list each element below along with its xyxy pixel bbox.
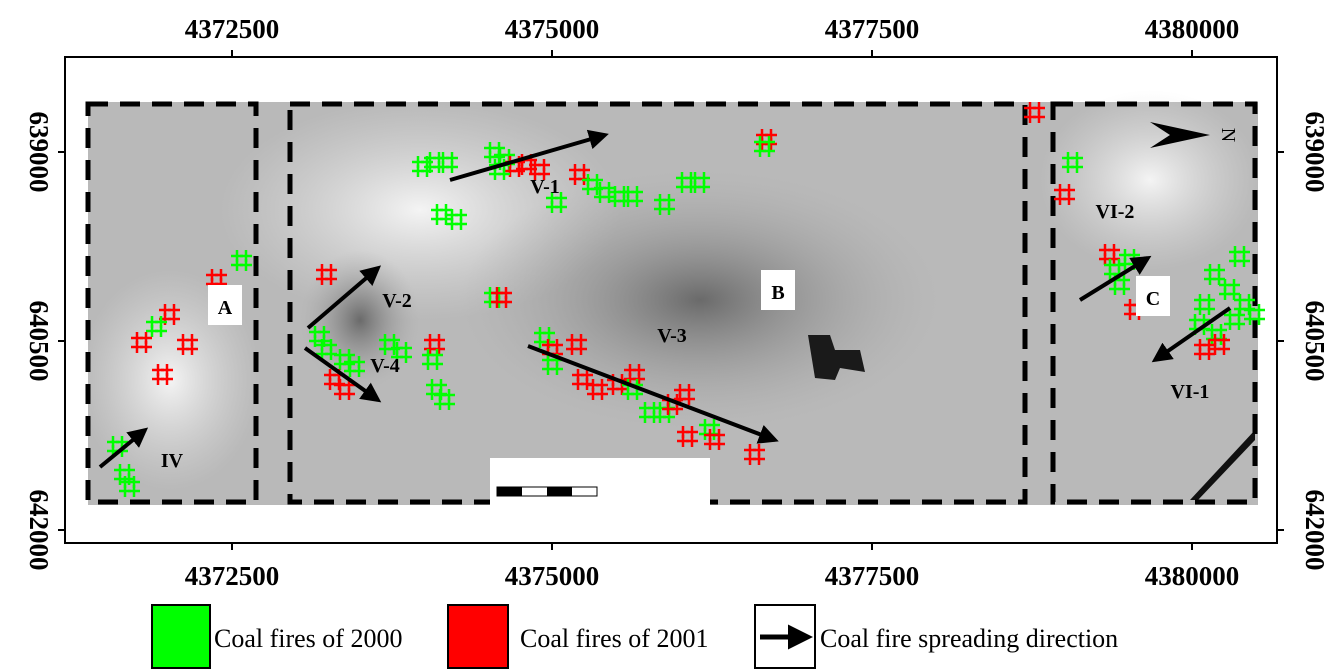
region-label: A (218, 297, 233, 319)
zone-label: VI-1 (1171, 381, 1210, 403)
zone-label: V-3 (657, 325, 687, 347)
x-tick-label: 4375000 (505, 561, 600, 591)
zone-label: V-1 (530, 176, 560, 198)
x-tick-label: 4377500 (825, 561, 920, 591)
zone-label: VI-2 (1096, 201, 1135, 223)
x-tick-label: 4380000 (1145, 14, 1240, 44)
x-tick-label: 4380000 (1145, 561, 1240, 591)
y-tick-label: 639000 (24, 112, 54, 193)
legend-label: Coal fires of 2001 (520, 624, 708, 653)
y-tick-label: 642000 (1300, 490, 1330, 571)
region-label: C (1146, 288, 1160, 310)
zone-label: V-2 (382, 290, 412, 312)
x-tick-label: 4377500 (825, 14, 920, 44)
map-figure: ABCIVV-1V-2V-3V-4VI-1VI-20.51KilometersN… (0, 0, 1336, 671)
zone-label: V-4 (370, 355, 400, 377)
legend-label: Coal fires of 2000 (214, 624, 402, 653)
y-tick-label: 642000 (24, 490, 54, 571)
north-label: N (1217, 128, 1239, 142)
y-tick-label: 639000 (1300, 112, 1330, 193)
scale-bar (490, 458, 710, 505)
y-tick-label: 640500 (24, 301, 54, 382)
x-tick-label: 4375000 (505, 14, 600, 44)
region-label: B (771, 282, 784, 304)
x-tick-label: 4372500 (185, 14, 280, 44)
zone-label: IV (161, 450, 184, 472)
legend-label: Coal fire spreading direction (820, 624, 1118, 653)
y-tick-label: 640500 (1300, 301, 1330, 382)
x-tick-label: 4372500 (185, 561, 280, 591)
